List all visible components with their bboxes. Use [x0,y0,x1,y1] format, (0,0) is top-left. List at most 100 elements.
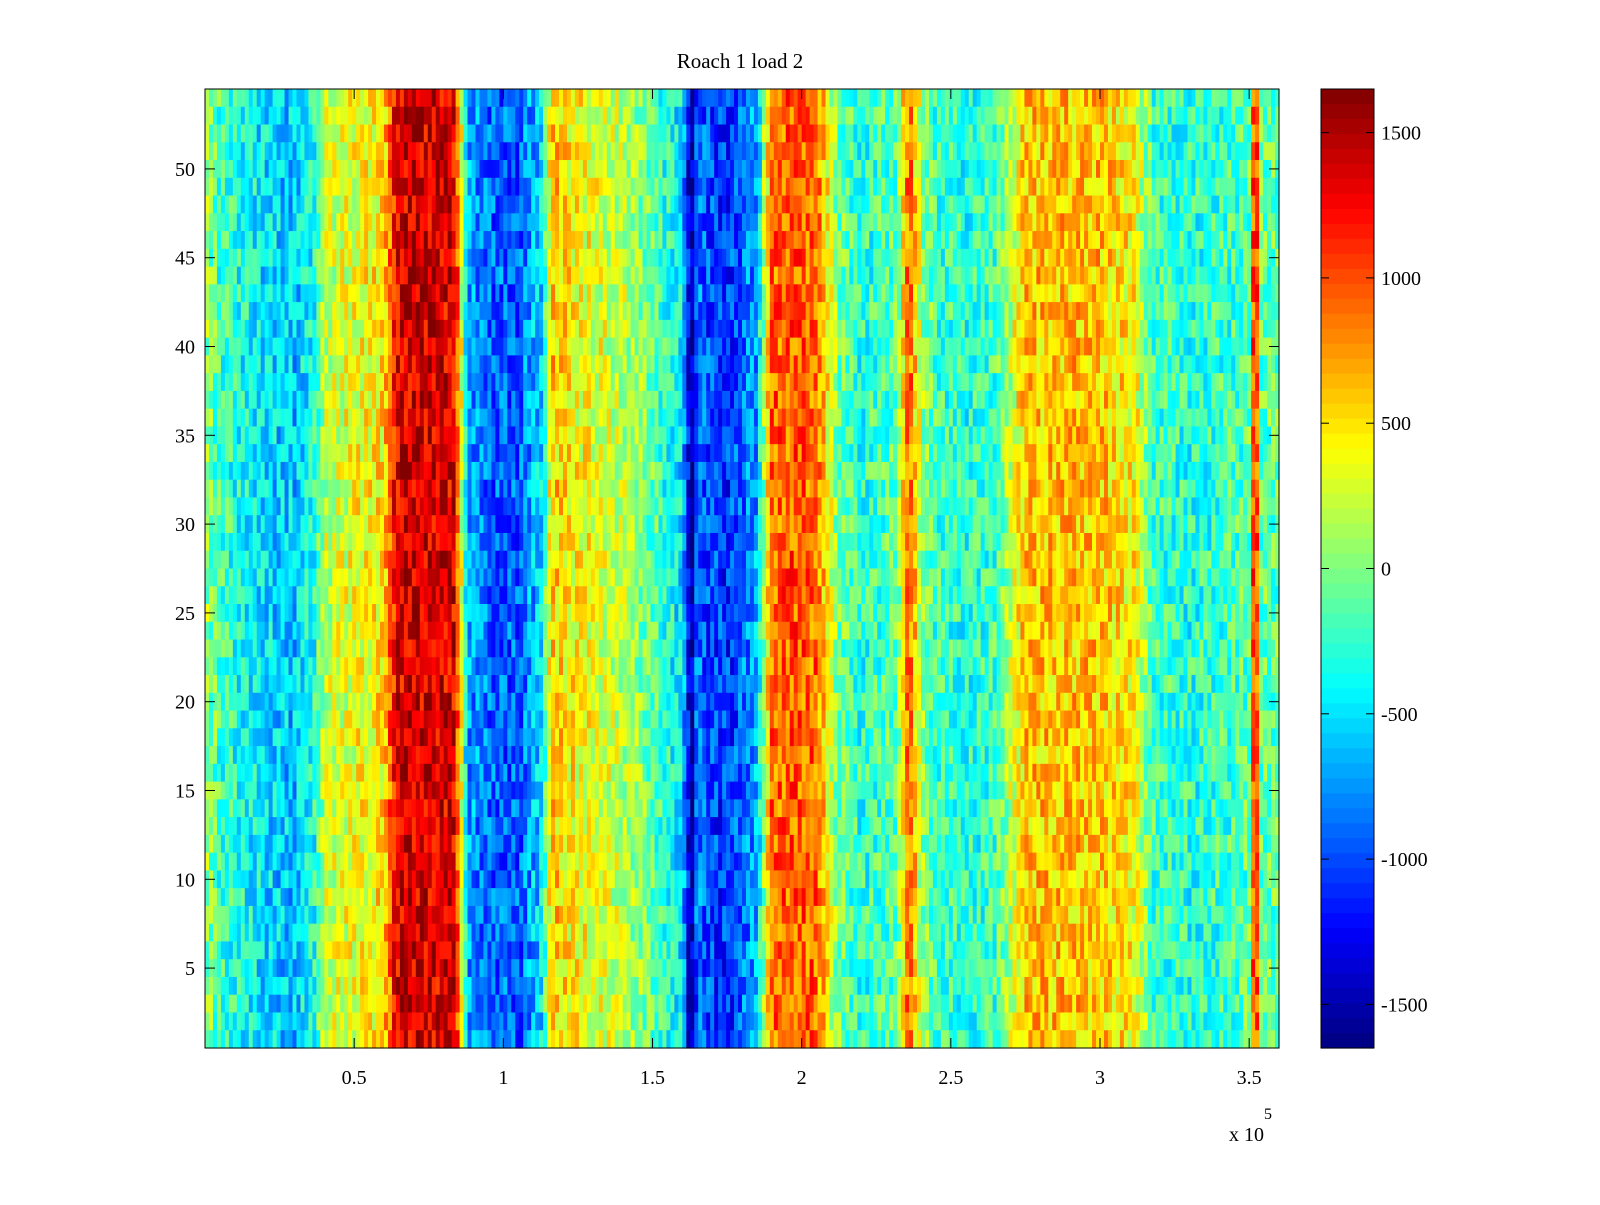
heatmap-cell [427,231,433,250]
heatmap-cell [1139,106,1145,126]
heatmap-cell [940,319,946,339]
heatmap-cell [1004,302,1010,321]
heatmap-cell [646,142,652,161]
heatmap-cell [356,337,361,356]
heatmap-cell [1040,266,1045,285]
heatmap-cell [853,195,858,214]
heatmap-cell [523,408,528,428]
heatmap-cell [964,231,970,250]
heatmap-cell [726,408,731,428]
heatmap-cell [678,177,683,197]
heatmap-cell [1068,373,1073,392]
heatmap-cell [1139,390,1145,410]
heatmap-cell [555,89,560,108]
heatmap-cell [582,195,588,214]
heatmap-cell [694,195,699,214]
heatmap-cell [690,319,695,339]
heatmap-cell [928,248,934,268]
heatmap-cell [455,124,461,143]
heatmap-cell [491,284,496,303]
heatmap-cell [1227,284,1232,303]
heatmap-cell [869,284,874,303]
heatmap-cell [1275,142,1280,161]
heatmap-cell [1052,390,1057,410]
heatmap-cell [1032,160,1037,179]
heatmap-cell [821,319,827,339]
heatmap-cell [1151,355,1157,374]
heatmap-cell [531,248,536,268]
heatmap-cell [391,373,397,392]
heatmap-cell [940,284,946,303]
heatmap-cell [1203,248,1208,268]
heatmap-cell [1203,302,1208,321]
heatmap-cell [467,195,473,214]
heatmap-cell [503,319,508,339]
heatmap-cell [789,89,795,108]
heatmap-cell [411,195,417,214]
heatmap-cell [308,142,313,161]
heatmap-cell [348,231,353,250]
heatmap-cell [491,89,496,108]
heatmap-cell [411,124,417,143]
heatmap-cell [666,266,671,285]
heatmap-cell [427,355,433,374]
heatmap-cell [503,355,508,374]
heatmap-cell [352,337,357,356]
heatmap-cell [1235,124,1240,143]
heatmap-cell [483,373,489,392]
heatmap-cell [475,319,481,339]
heatmap-cell [507,266,512,285]
heatmap-cell [1267,302,1272,321]
heatmap-cell [563,195,568,214]
heatmap-cell [630,284,636,303]
heatmap-cell [1036,266,1041,285]
heatmap-cell [308,89,313,108]
heatmap-cell [944,248,950,268]
heatmap-cell [670,195,675,214]
heatmap-cell [610,319,616,339]
heatmap-cell [236,160,242,179]
heatmap-cell [205,213,210,232]
heatmap-cell [555,177,560,197]
heatmap-cell [1139,142,1145,161]
heatmap-cell [694,106,699,126]
heatmap-cell [718,89,723,108]
heatmap-cell [1267,177,1272,197]
heatmap-cell [487,160,492,179]
heatmap-cell [805,337,811,356]
heatmap-cell [451,89,457,108]
heatmap-cell [686,248,691,268]
heatmap-cell [1131,248,1137,268]
heatmap-cell [996,284,1002,303]
heatmap-cell [570,373,576,392]
heatmap-cell [344,177,349,197]
heatmap-cell [1171,355,1177,374]
heatmap-cell [777,355,783,374]
heatmap-cell [1215,124,1220,143]
heatmap-cell [841,160,847,179]
heatmap-cell [1203,213,1208,232]
heatmap-cell [861,89,866,108]
heatmap-cell [340,390,345,410]
heatmap-cell [642,408,648,428]
heatmap-cell [901,266,906,285]
heatmap-cell [459,337,465,356]
heatmap-cell [535,390,540,410]
heatmap-cell [1100,213,1105,232]
heatmap-cell [841,106,847,126]
heatmap-cell [288,337,294,356]
heatmap-cell [1251,142,1256,161]
heatmap-cell [606,177,612,197]
heatmap-cell [1243,319,1248,339]
heatmap-cell [427,302,433,321]
heatmap-cell [1052,248,1057,268]
heatmap-cell [523,124,528,143]
heatmap-cell [1223,337,1228,356]
heatmap-cell [1036,231,1041,250]
heatmap-cell [455,195,461,214]
heatmap-cell [614,89,620,108]
heatmap-cell [1231,124,1236,143]
heatmap-cell [320,160,325,179]
heatmap-cell [881,390,886,410]
heatmap-cell [1251,124,1256,143]
